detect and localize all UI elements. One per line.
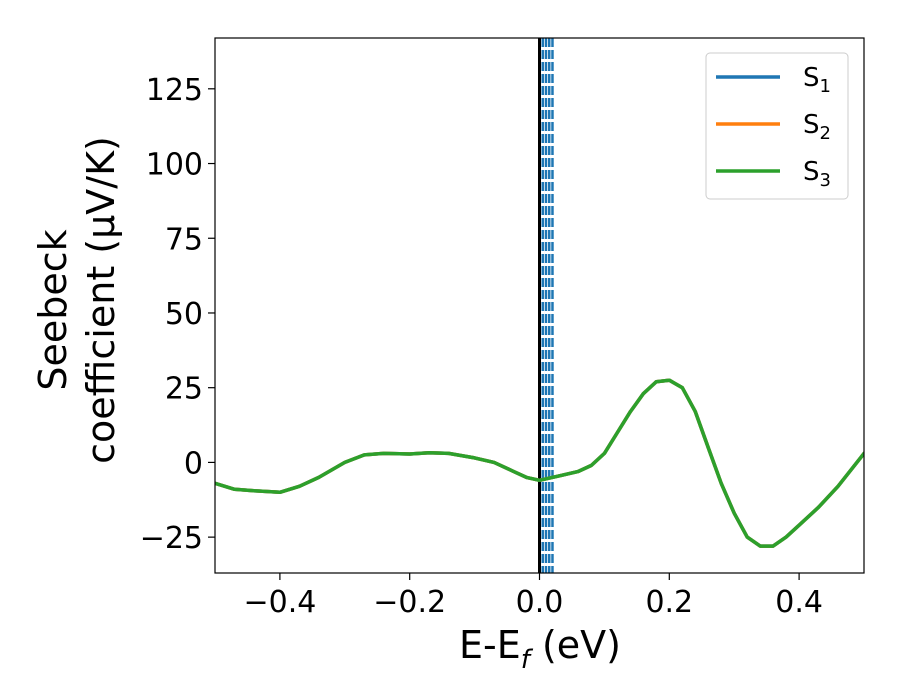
y-tick-label: 50	[165, 297, 203, 332]
y-tick-label: −25	[140, 521, 203, 556]
x-tick-label: −0.4	[243, 585, 316, 620]
y-tick-label: 0	[184, 446, 203, 481]
legend-label-s3: S3	[803, 157, 831, 191]
plot-area	[214, 37, 865, 574]
y-axis: −25 0 25 50 75 100 125	[140, 73, 215, 556]
y-axis-title-line1: Seebeck	[31, 229, 75, 390]
x-tick-label: −0.2	[373, 585, 446, 620]
legend-label-s1: S1	[803, 63, 831, 97]
legend-label-s2: S2	[803, 110, 831, 144]
y-axis-title-line2: coefficient (μV/K)	[79, 136, 123, 464]
x-axis: −0.4 −0.2 0.0 0.2 0.4	[243, 573, 823, 620]
x-axis-title: E-Ef (eV)	[459, 623, 621, 675]
x-tick-label: 0.2	[645, 585, 693, 620]
x-tick-label: 0.4	[775, 585, 823, 620]
legend: S1 S2 S3	[705, 52, 849, 200]
y-tick-label: 125	[146, 73, 203, 108]
y-tick-label: 100	[146, 148, 203, 183]
series-line-s3	[215, 378, 864, 548]
x-tick-label: 0.0	[516, 585, 564, 620]
y-tick-label: 75	[165, 222, 203, 257]
legend-box	[705, 52, 849, 200]
y-tick-label: 25	[165, 372, 203, 407]
